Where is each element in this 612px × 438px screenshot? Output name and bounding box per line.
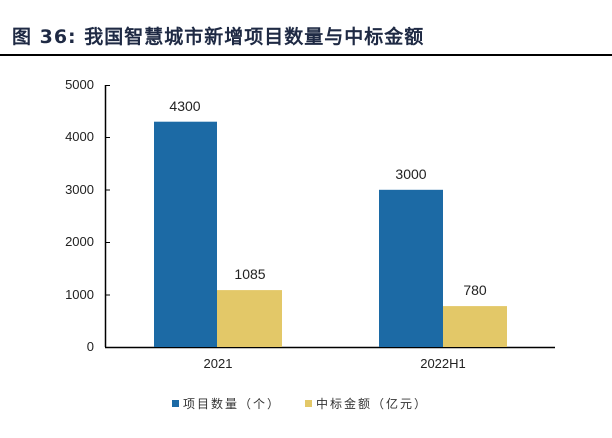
y-tick-label: 4000 — [65, 129, 94, 144]
bar-chart: 5000 4000 3000 2000 1000 0 4300 1085 300… — [0, 58, 612, 433]
data-label: 1085 — [234, 266, 266, 282]
bar-2022h1-project-count — [379, 189, 443, 347]
y-tick-label: 5000 — [65, 77, 94, 92]
legend-label: 项目数量（个） — [183, 397, 282, 411]
x-tick-label: 2021 — [203, 356, 233, 371]
y-tick-label: 3000 — [65, 182, 94, 197]
legend-label: 中标金额（亿元） — [316, 397, 429, 411]
chart-legend: 项目数量（个） 中标金额（亿元） — [172, 395, 452, 412]
x-tick-label: 2022H1 — [420, 356, 466, 371]
data-label: 3000 — [395, 166, 427, 182]
bar-2022h1-bid-amount — [443, 306, 507, 347]
legend-item-project-count: 项目数量（个） — [172, 395, 281, 412]
figure-header: 图 36: 我国智慧城市新增项目数量与中标金额 — [0, 0, 612, 56]
bar-2021-bid-amount — [217, 290, 282, 347]
y-tick-label: 2000 — [65, 234, 94, 249]
data-label: 4300 — [169, 98, 201, 114]
bar-2021-project-count — [154, 121, 217, 347]
legend-swatch-yellow-icon — [305, 400, 313, 407]
chart-plot — [104, 85, 555, 349]
chart-title: 图 36: 我国智慧城市新增项目数量与中标金额 — [12, 26, 425, 48]
y-tick-label: 1000 — [65, 287, 94, 302]
legend-item-bid-amount: 中标金额（亿元） — [305, 395, 428, 412]
legend-swatch-blue-icon — [172, 400, 179, 407]
y-ticks — [105, 85, 110, 296]
data-label: 780 — [463, 282, 487, 298]
y-tick-label: 0 — [86, 339, 94, 354]
